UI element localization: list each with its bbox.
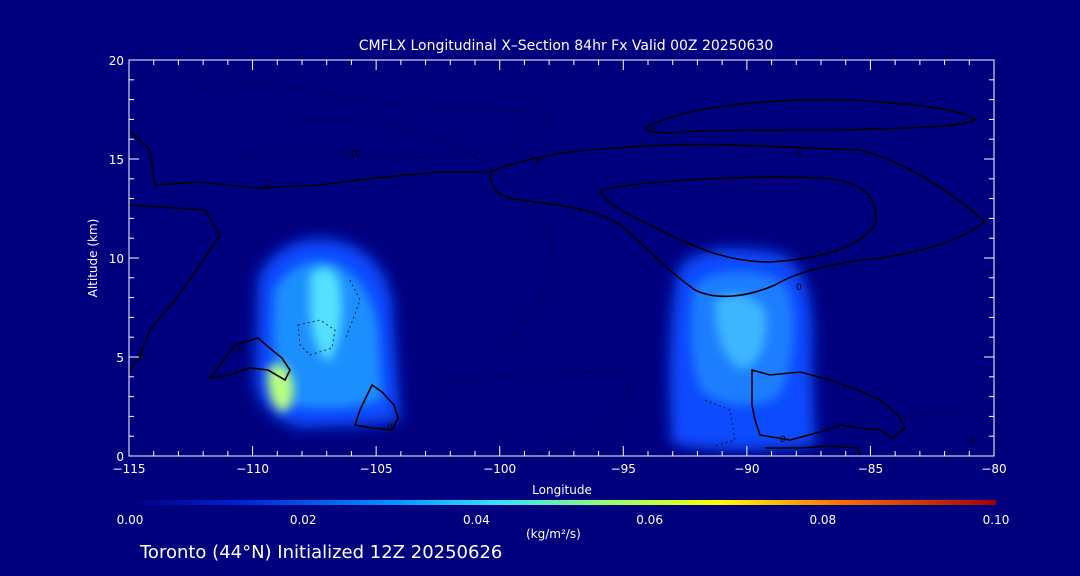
contour-west-lower <box>129 204 221 373</box>
plot-area <box>129 60 994 456</box>
contour-label: 0 <box>796 283 802 293</box>
convective-cell-east <box>669 248 815 451</box>
contour-west-upper <box>129 129 490 189</box>
contour-label: 0 <box>264 183 270 193</box>
contour-east-lower <box>751 368 907 441</box>
contour-label: 0 <box>970 437 976 447</box>
convective-cell-west <box>255 239 400 428</box>
y-tick-label: 0 <box>116 450 124 464</box>
contour-label: 0 <box>387 423 393 433</box>
colorbar-tick-label: 0.00 <box>117 513 144 527</box>
contour-label: 0 <box>237 345 243 355</box>
colorbar-tick-label: 0.08 <box>809 513 836 527</box>
contour-upper-main <box>489 143 987 298</box>
contour-label: 0 <box>796 149 802 159</box>
x-tick-label: −110 <box>236 462 269 476</box>
chart-title: CMFLX Longitudinal X–Section 84hr Fx Val… <box>359 38 773 54</box>
colorbar-tick-label: 0.04 <box>463 513 490 527</box>
colorbar-tick-label: 0.06 <box>636 513 663 527</box>
contour-west-inner <box>208 337 291 382</box>
x-axis-label: Longitude <box>532 483 592 497</box>
contour-label: 0 <box>535 158 541 168</box>
contour-label: 0 <box>780 435 786 445</box>
y-tick-label: 10 <box>109 252 124 266</box>
x-tick-label: −85 <box>858 462 883 476</box>
x-tick-label: −95 <box>611 462 636 476</box>
x-axis: −115 −110 −105 −100 −95 −90 −85 −80 <box>113 60 1007 476</box>
y-tick-label: 5 <box>116 351 124 365</box>
dotted-lower <box>439 371 629 456</box>
contour-top-ellipse <box>643 98 977 134</box>
dotted-contours <box>199 83 991 456</box>
y-tick-label: 15 <box>109 153 124 167</box>
colorbar-ticks: 0.00 0.02 0.04 0.06 0.08 0.10 <box>117 513 1010 527</box>
cell-west-core <box>310 267 342 361</box>
dotted-upper <box>199 83 549 161</box>
contour-label: 0 <box>650 126 656 136</box>
dotted-far-east <box>899 410 991 421</box>
x-tick-label: −90 <box>734 462 759 476</box>
contour-labels: -10 0 0 0 0 0 0 0 0 0 0 <box>139 126 976 447</box>
colorbar-tick-label: 0.02 <box>290 513 317 527</box>
y-axis-label: Altitude (km) <box>86 219 100 298</box>
x-tick-label: −80 <box>981 462 1006 476</box>
colorbar-tick-label: 0.10 <box>983 513 1010 527</box>
contour-upper-inner <box>598 176 877 263</box>
contour-label: -10 <box>346 149 361 159</box>
contour-label: 0 <box>139 353 145 363</box>
colorbar-units: (kg/m²/s) <box>526 527 581 541</box>
solid-contours <box>129 98 987 456</box>
dotted-mid <box>299 119 556 351</box>
cell-east-core <box>715 294 767 370</box>
x-tick-label: −100 <box>483 462 516 476</box>
footer-caption: Toronto (44°N) Initialized 12Z 20250626 <box>140 542 503 563</box>
colorbar <box>130 500 996 505</box>
contour-east-base <box>765 445 861 456</box>
dotted-inner-west2 <box>344 279 361 341</box>
contour-west-small <box>353 383 399 431</box>
y-axis: 0 5 10 15 20 <box>109 54 994 464</box>
dotted-inner-west <box>297 319 336 356</box>
y-tick-label: 20 <box>109 54 124 68</box>
x-tick-label: −115 <box>113 462 146 476</box>
x-tick-label: −105 <box>360 462 393 476</box>
